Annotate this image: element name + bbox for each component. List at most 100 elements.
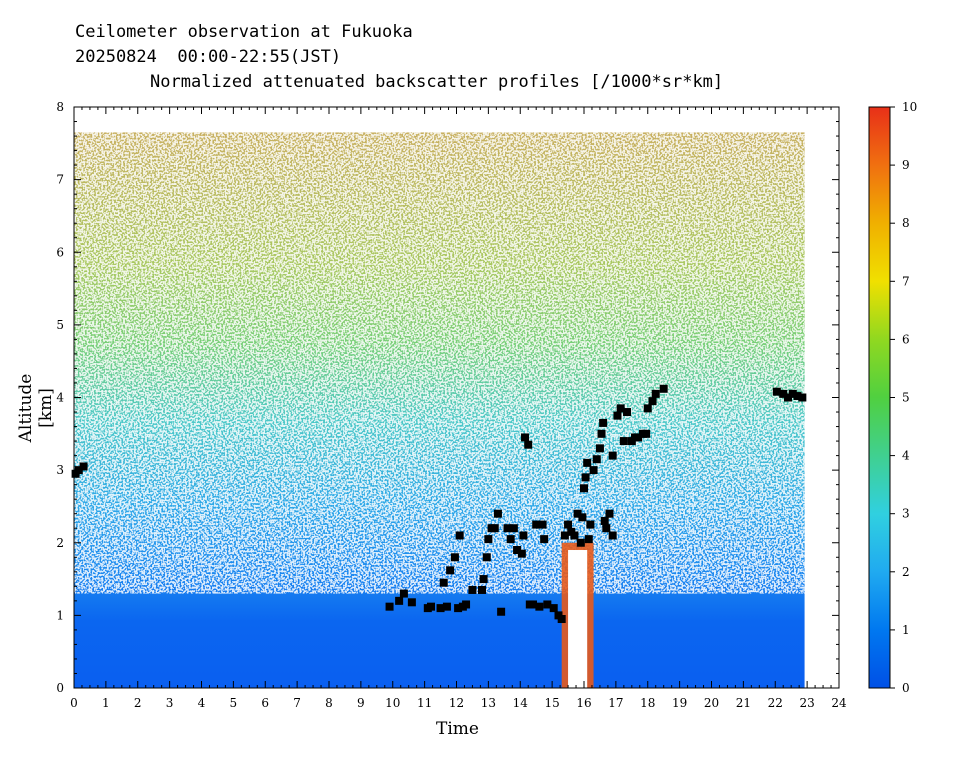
cloud-base-point — [535, 602, 544, 611]
cloud-base-point — [605, 509, 614, 518]
x-tick-label: 8 — [325, 696, 333, 710]
cloud-base-point — [608, 531, 617, 540]
x-tick-label: 2 — [134, 696, 142, 710]
x-tick-label: 11 — [417, 696, 432, 710]
cloud-base-point — [651, 389, 660, 398]
cloud-base-point — [634, 433, 643, 442]
cloud-base-point — [543, 600, 552, 609]
colorbar-tick-label: 0 — [902, 681, 910, 695]
colorbar-tick-label: 6 — [902, 332, 910, 346]
cloud-base-point — [427, 602, 435, 611]
x-tick-label: 0 — [70, 696, 78, 710]
cloud-base-point — [599, 418, 608, 427]
y-tick-label: 4 — [56, 391, 64, 405]
cloud-base-point — [529, 600, 537, 609]
x-tick-label: 24 — [831, 696, 847, 710]
cloud-base-point — [643, 404, 652, 413]
cloud-base-point — [793, 392, 802, 401]
x-tick-label: 13 — [481, 696, 496, 710]
cloud-base-point — [549, 604, 558, 613]
chart-title-station: Ceilometer observation at Fukuoka — [75, 22, 413, 42]
colorbar-tick-label: 9 — [902, 158, 910, 172]
y-tick-label: 3 — [56, 463, 64, 477]
cloud-base-point — [784, 393, 792, 402]
cloud-base-point — [399, 589, 408, 598]
cloud-base-point — [578, 513, 587, 522]
cloud-base-point — [509, 524, 518, 533]
cloud-base-point — [506, 535, 515, 544]
cloud-base-point — [623, 408, 632, 417]
cloud-base-point — [524, 440, 533, 449]
cloud-base-point — [454, 604, 463, 613]
x-tick-label: 4 — [198, 696, 206, 710]
cloud-base-point — [407, 598, 416, 607]
cloud-base-point — [493, 509, 502, 518]
cloud-base-point — [468, 585, 477, 594]
x-tick-label: 12 — [449, 696, 464, 710]
cloud-base-point — [490, 524, 499, 533]
cloud-base-point — [597, 429, 606, 438]
cloud-base-point — [619, 437, 628, 446]
cloud-base-point — [519, 531, 528, 540]
colorbar-tick-label: 4 — [902, 449, 910, 463]
precipitation-core — [568, 550, 588, 688]
x-tick-label: 22 — [768, 696, 783, 710]
x-tick-label: 19 — [672, 696, 687, 710]
x-tick-label: 20 — [704, 696, 719, 710]
cloud-base-point — [484, 535, 493, 544]
cloud-base-point — [589, 466, 598, 475]
chart-title-period: 20250824 00:00-22:55(JST) — [75, 47, 342, 67]
cloud-base-point — [592, 455, 601, 464]
cloud-base-point — [385, 602, 394, 611]
cloud-base-point — [462, 600, 471, 609]
cloud-base-point — [513, 546, 522, 555]
y-tick-label: 5 — [56, 318, 64, 332]
backscatter-speckle — [74, 132, 805, 594]
cloud-base-point — [586, 520, 595, 529]
cloud-base-point — [779, 389, 788, 398]
x-tick-label: 17 — [608, 696, 623, 710]
cloud-base-point — [395, 596, 404, 605]
x-tick-label: 5 — [230, 696, 238, 710]
chart-title-quantity: Normalized attenuated backscatter profil… — [150, 72, 724, 92]
cloud-base-point — [573, 509, 582, 518]
y-tick-label: 2 — [56, 536, 64, 550]
cloud-base-point — [479, 575, 488, 584]
colorbar-tick-label: 1 — [902, 623, 910, 637]
cloud-base-point — [602, 524, 611, 533]
cloud-base-point — [600, 516, 609, 525]
cloud-base-point — [517, 549, 526, 558]
cloud-base-point — [439, 578, 448, 587]
cloud-base-point — [560, 531, 569, 540]
cloud-base-point — [581, 473, 590, 482]
x-tick-label: 15 — [544, 696, 559, 710]
cloud-base-point — [595, 444, 604, 453]
x-tick-label: 6 — [261, 696, 269, 710]
y-axis-label: Altitude [km] — [16, 373, 56, 443]
cloud-base-point — [532, 520, 541, 529]
x-tick-label: 14 — [513, 696, 529, 710]
cloud-base-point — [659, 384, 668, 393]
y-tick-label: 1 — [56, 608, 64, 622]
cloud-base-point — [478, 585, 486, 594]
cloud-base-point — [584, 535, 593, 544]
x-tick-label: 10 — [385, 696, 400, 710]
y-tick-label: 6 — [56, 245, 64, 259]
cloud-base-point — [608, 451, 617, 460]
y-tick-label: 0 — [56, 681, 64, 695]
cloud-base-point — [576, 538, 585, 547]
y-tick-label: 8 — [56, 100, 64, 114]
x-tick-label: 7 — [293, 696, 301, 710]
cloud-base-point — [564, 520, 573, 529]
y-tick-label: 7 — [56, 173, 64, 187]
cloud-base-point — [540, 535, 549, 544]
cloud-base-point — [642, 429, 651, 438]
cloud-base-point — [455, 531, 464, 540]
colorbar-tick-label: 8 — [902, 216, 910, 230]
colorbar-tick-label: 3 — [902, 507, 910, 521]
x-axis-label: Time — [436, 719, 479, 739]
x-tick-label: 16 — [576, 696, 591, 710]
cloud-base-point — [613, 411, 622, 420]
cloud-base-point — [521, 433, 530, 442]
speckle-layer — [74, 132, 805, 594]
